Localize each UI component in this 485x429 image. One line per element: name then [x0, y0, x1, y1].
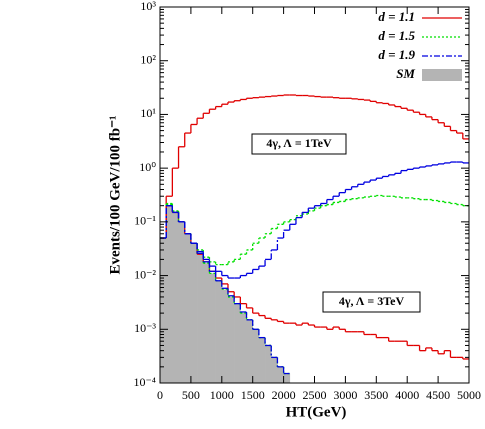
sm-bar — [209, 273, 216, 383]
x-tick-label: 3500 — [364, 388, 388, 402]
y-tick-label: 10¹ — [140, 106, 156, 120]
y-tick-label: 10⁻² — [134, 267, 156, 281]
sm-bar — [246, 319, 253, 383]
sm-bar — [221, 289, 229, 383]
sm-bar — [240, 313, 247, 383]
sm-bar — [190, 243, 198, 383]
sm-bar — [178, 221, 186, 383]
sm-bar — [166, 205, 173, 383]
y-tick-label: 10⁰ — [139, 160, 156, 174]
annotation-box — [322, 291, 421, 313]
legend-label: d = 1.9 — [378, 47, 415, 62]
y-tick-label: 10² — [140, 52, 156, 66]
annotation: 4γ, Λ = 1TeV — [266, 136, 332, 150]
y-tick-label: 10⁻⁴ — [133, 375, 156, 389]
x-tick-label: 2500 — [303, 388, 327, 402]
legend-label: d = 1.5 — [378, 28, 415, 43]
sm-bar — [172, 212, 179, 383]
legend-label: d = 1.1 — [378, 9, 415, 24]
y-axis-label: Events/100 GeV/100 fb⁻¹ — [107, 115, 123, 274]
y-tick-label: 10⁻¹ — [134, 214, 156, 228]
sm-bar — [197, 254, 204, 383]
x-tick-label: 0 — [157, 388, 163, 402]
y-tick-label: 10³ — [140, 0, 156, 13]
sm-bar — [215, 280, 223, 383]
y-tick-label: 10⁻³ — [134, 321, 156, 335]
annotation: 4γ, Λ = 3TeV — [339, 294, 405, 308]
x-tick-label: 1000 — [210, 388, 234, 402]
sm-bar — [184, 233, 192, 383]
legend-swatch — [422, 69, 462, 81]
x-tick-label: 1500 — [241, 388, 265, 402]
x-tick-label: 4500 — [426, 388, 450, 402]
x-tick-label: 5000 — [457, 388, 481, 402]
sm-bar — [265, 345, 272, 383]
x-tick-label: 4000 — [395, 388, 419, 402]
x-axis-label: HT(GeV) — [286, 404, 347, 420]
legend-label: SM — [396, 66, 415, 81]
x-tick-label: 2000 — [272, 388, 296, 402]
sm-bar — [258, 337, 266, 383]
sm-bar — [227, 296, 235, 383]
sm-bar — [283, 373, 291, 383]
sm-bar — [252, 329, 260, 383]
annotation-box — [251, 133, 347, 155]
x-tick-label: 3000 — [333, 388, 357, 402]
sm-bar — [203, 263, 210, 383]
x-tick-label: 500 — [182, 388, 200, 402]
sm-bar — [160, 238, 167, 383]
sm-bar — [234, 303, 241, 383]
sm-bar — [277, 366, 284, 383]
sm-bar — [271, 357, 278, 383]
